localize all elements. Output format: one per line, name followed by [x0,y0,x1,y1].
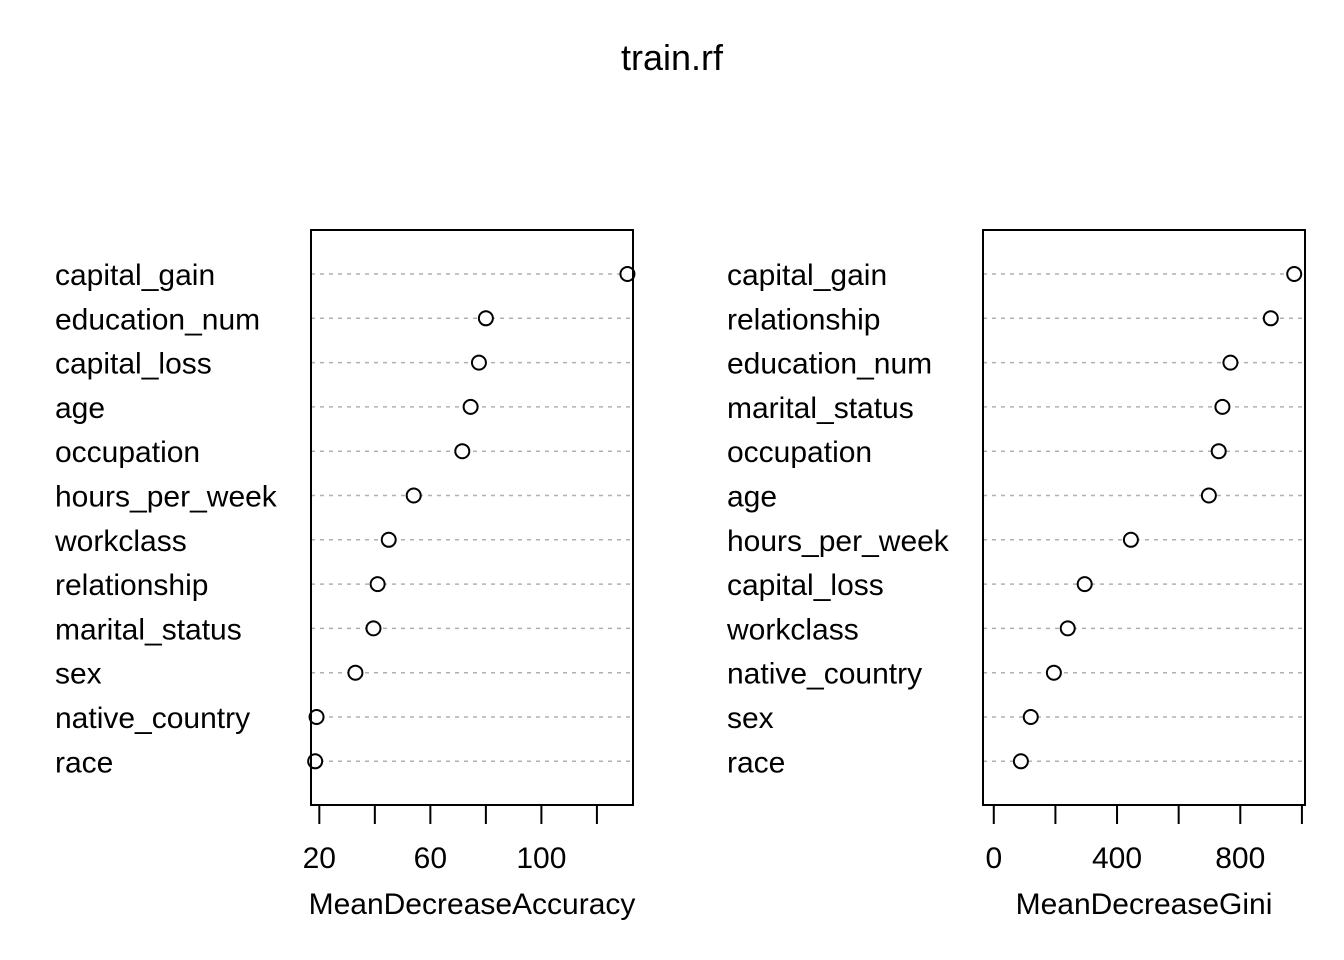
x-tick-label: 800 [1215,842,1265,875]
data-point [619,266,636,282]
data-point [380,531,397,548]
x-axis-label: MeanDecreaseAccuracy [309,888,636,921]
category-label: race [55,746,113,779]
chart-title: train.rf [621,37,724,78]
data-point [405,487,422,504]
category-label: race [727,746,785,779]
panel-mean-decrease-gini: capital_gain relationship education_nummar… [726,229,1306,921]
data-point [1076,576,1093,593]
panel-mean-decrease-accuracy: capital_gain education_num capital_lossage… [54,229,636,921]
category-label: capital_gain [727,259,887,292]
data-point [1045,664,1062,681]
data-point [1222,354,1239,371]
x-tick-label: 60 [414,842,447,875]
category-label: age [727,481,777,514]
data-point [1122,531,1139,548]
category-label: capital_gain [55,259,215,292]
data-point [365,620,382,637]
category-label: capital_loss [55,348,212,381]
data-point [1022,709,1039,725]
data-point [1059,620,1076,637]
plot-frame [310,229,634,806]
data-point [454,443,471,460]
category-label: native_country [55,702,250,735]
category-label: education_num [55,303,260,336]
data-point [470,354,487,371]
data-point [1210,443,1227,460]
category-label: marital_status [727,392,914,425]
x-axis-label: MeanDecreaseGini [1016,888,1273,921]
data-point [477,310,494,327]
data-point [1214,398,1231,415]
x-tick-label: 20 [303,842,336,875]
category-label: native_country [727,658,922,691]
category-label: education_num [727,348,932,381]
category-label: occupation [55,436,200,469]
data-point [1012,753,1029,770]
x-tick-label: 400 [1092,842,1142,875]
category-label: sex [727,702,774,735]
category-label: hours_per_week [727,525,950,558]
data-point [462,398,479,415]
category-label: workclass [726,613,859,646]
data-point [347,664,364,681]
data-point [369,576,386,593]
category-label: occupation [727,436,872,469]
x-tick-label: 100 [516,842,566,875]
category-label: hours_per_week [55,481,278,514]
data-point [308,709,325,725]
data-point [1262,310,1279,327]
category-label: workclass [54,525,187,558]
category-label: marital_status [55,613,242,646]
data-point [1286,266,1303,282]
category-label: relationship [55,569,208,602]
category-label: age [55,392,105,425]
category-label: capital_loss [727,569,884,602]
category-label: sex [55,658,102,691]
category-label: relationship [727,303,880,336]
data-point [1200,487,1217,504]
x-tick-label: 0 [985,842,1002,875]
